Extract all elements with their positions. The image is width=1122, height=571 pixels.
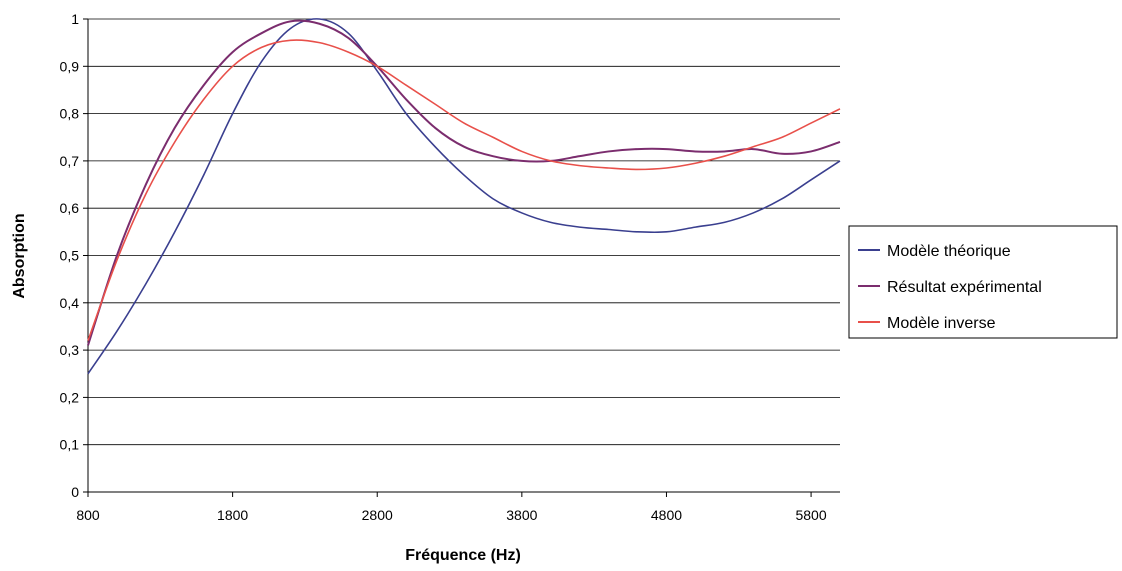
y-tick-labels: 0 0,1 0,2 0,3 0,4 0,5 0,6 0,7 0,8 0,9 1	[60, 11, 80, 500]
axes	[83, 18, 840, 497]
series-line-resultat-experimental	[87, 19, 841, 346]
legend-label-modele-inverse: Modèle inverse	[887, 315, 996, 332]
legend-box	[848, 225, 1118, 339]
y-tick-label-0: 0	[71, 484, 79, 500]
legend-label-resultat-experimental: Résultat expérimental	[887, 279, 1042, 296]
y-tick-label-8: 0,8	[60, 106, 80, 122]
x-tick-label-5: 5800	[795, 507, 826, 523]
series-lines	[87, 18, 841, 375]
y-tick-label-1: 0,1	[60, 437, 80, 453]
y-tick-label-4: 0,4	[60, 295, 80, 311]
series-line-modele-inverse	[87, 39, 841, 341]
x-tick-label-4: 4800	[651, 507, 682, 523]
x-tick-label-3: 3800	[506, 507, 537, 523]
x-axis-title: Fréquence (Hz)	[405, 547, 521, 564]
y-axis-title: Absorption	[11, 213, 28, 298]
y-tick-label-7: 0,7	[60, 153, 80, 169]
series-line-modele-theorique	[87, 18, 841, 375]
y-tick-label-2: 0,2	[60, 389, 80, 405]
y-tick-label-6: 0,6	[60, 200, 80, 216]
legend-label-modele-theorique: Modèle théorique	[887, 243, 1011, 260]
x-tick-labels: 800 1800 2800 3800 4800 5800	[76, 507, 827, 523]
y-tick-label-10: 1	[71, 11, 79, 27]
legend: Modèle théorique Résultat expérimental M…	[848, 225, 1118, 339]
y-tick-label-5: 0,5	[60, 248, 80, 264]
x-tick-label-0: 800	[76, 507, 100, 523]
x-tick-label-1: 1800	[217, 507, 248, 523]
y-tick-label-9: 0,9	[60, 58, 80, 74]
y-tick-label-3: 0,3	[60, 342, 80, 358]
x-tick-label-2: 2800	[362, 507, 393, 523]
gridlines	[88, 18, 840, 446]
